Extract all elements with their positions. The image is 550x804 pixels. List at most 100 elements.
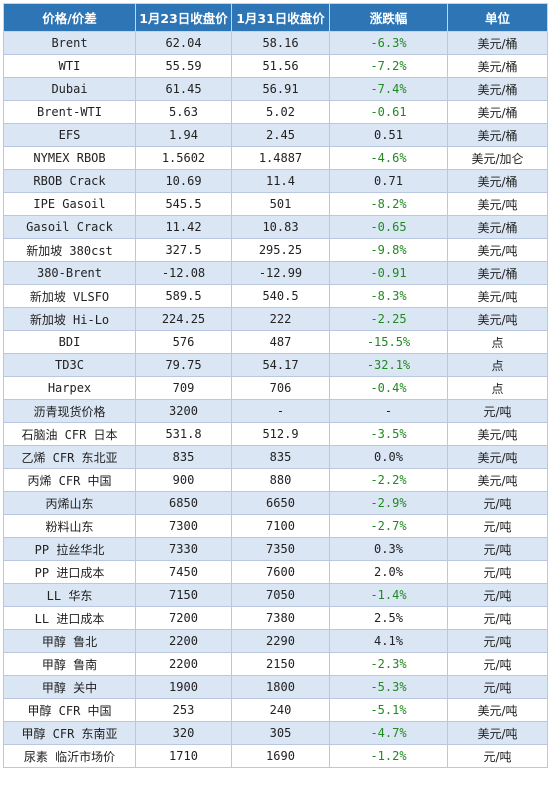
cell-change: -6.3%: [329, 31, 448, 55]
cell-change: -9.8%: [329, 238, 448, 262]
cell-price-jan23: 545.5: [135, 192, 232, 216]
cell-change: -7.2%: [329, 54, 448, 78]
cell-price-jan31: 58.16: [231, 31, 330, 55]
cell-change: -4.7%: [329, 721, 448, 745]
cell-unit: 美元/吨: [447, 192, 548, 216]
cell-price-jan31: 11.4: [231, 169, 330, 193]
cell-unit: 元/吨: [447, 652, 548, 676]
table-row: 甲醇 鲁南 2200 2150 -2.3% 元/吨: [3, 652, 548, 676]
cell-unit: 元/吨: [447, 399, 548, 423]
cell-price-jan31: 295.25: [231, 238, 330, 262]
cell-price-jan23: 10.69: [135, 169, 232, 193]
cell-price-jan31: 6650: [231, 491, 330, 515]
cell-price-jan23: 7200: [135, 606, 232, 630]
cell-price-jan23: 531.8: [135, 422, 232, 446]
table-row: PP 拉丝华北 7330 7350 0.3% 元/吨: [3, 537, 548, 561]
cell-price-jan31: -: [231, 399, 330, 423]
cell-price-jan31: 1690: [231, 744, 330, 768]
cell-price-jan23: 3200: [135, 399, 232, 423]
cell-price-jan31: 487: [231, 330, 330, 354]
header-row: 价格/价差 1月23日收盘价 1月31日收盘价 涨跌幅 单位: [3, 3, 548, 32]
cell-unit: 元/吨: [447, 537, 548, 561]
table-row: 乙烯 CFR 东北亚 835 835 0.0% 美元/吨: [3, 445, 548, 469]
cell-unit: 点: [447, 376, 548, 400]
table-row: LL 华东 7150 7050 -1.4% 元/吨: [3, 583, 548, 607]
cell-unit: 美元/吨: [447, 721, 548, 745]
cell-change: -2.25: [329, 307, 448, 331]
table-row: WTI 55.59 51.56 -7.2% 美元/桶: [3, 54, 548, 78]
cell-name: WTI: [3, 54, 136, 78]
cell-unit: 元/吨: [447, 491, 548, 515]
cell-unit: 美元/桶: [447, 169, 548, 193]
cell-change: -2.3%: [329, 652, 448, 676]
cell-name: 新加坡 380cst: [3, 238, 136, 262]
cell-price-jan23: 835: [135, 445, 232, 469]
cell-price-jan31: -12.99: [231, 261, 330, 285]
cell-change: 4.1%: [329, 629, 448, 653]
cell-price-jan31: 7100: [231, 514, 330, 538]
table-row: Brent 62.04 58.16 -6.3% 美元/桶: [3, 31, 548, 55]
cell-price-jan31: 2.45: [231, 123, 330, 147]
cell-price-jan23: 79.75: [135, 353, 232, 377]
cell-change: 2.0%: [329, 560, 448, 584]
cell-price-jan23: 253: [135, 698, 232, 722]
cell-change: -8.2%: [329, 192, 448, 216]
cell-price-jan31: 240: [231, 698, 330, 722]
cell-change: -5.1%: [329, 698, 448, 722]
cell-name: Dubai: [3, 77, 136, 101]
header-unit: 单位: [447, 3, 548, 32]
cell-name: 甲醇 鲁北: [3, 629, 136, 653]
table-row: 甲醇 鲁北 2200 2290 4.1% 元/吨: [3, 629, 548, 653]
cell-change: 0.51: [329, 123, 448, 147]
cell-price-jan31: 2290: [231, 629, 330, 653]
cell-change: -0.65: [329, 215, 448, 239]
cell-price-jan23: 7330: [135, 537, 232, 561]
table-row: RBOB Crack 10.69 11.4 0.71 美元/桶: [3, 169, 548, 193]
cell-price-jan23: 1710: [135, 744, 232, 768]
table-row: TD3C 79.75 54.17 -32.1% 点: [3, 353, 548, 377]
cell-name: IPE Gasoil: [3, 192, 136, 216]
cell-name: 乙烯 CFR 东北亚: [3, 445, 136, 469]
cell-unit: 美元/桶: [447, 54, 548, 78]
cell-change: -4.6%: [329, 146, 448, 170]
table-row: 石脑油 CFR 日本 531.8 512.9 -3.5% 美元/吨: [3, 422, 548, 446]
cell-price-jan23: 7450: [135, 560, 232, 584]
table-row: PP 进口成本 7450 7600 2.0% 元/吨: [3, 560, 548, 584]
table-row: 甲醇 关中 1900 1800 -5.3% 元/吨: [3, 675, 548, 699]
cell-price-jan31: 1.4887: [231, 146, 330, 170]
cell-name: LL 进口成本: [3, 606, 136, 630]
cell-unit: 元/吨: [447, 583, 548, 607]
cell-price-jan23: 320: [135, 721, 232, 745]
cell-name: 380-Brent: [3, 261, 136, 285]
cell-unit: 元/吨: [447, 675, 548, 699]
cell-name: Harpex: [3, 376, 136, 400]
cell-price-jan23: 61.45: [135, 77, 232, 101]
cell-unit: 美元/桶: [447, 77, 548, 101]
header-change: 涨跌幅: [329, 3, 448, 32]
cell-price-jan31: 5.02: [231, 100, 330, 124]
table-row: Harpex 709 706 -0.4% 点: [3, 376, 548, 400]
cell-unit: 美元/吨: [447, 307, 548, 331]
cell-name: 新加坡 Hi-Lo: [3, 307, 136, 331]
cell-price-jan23: 6850: [135, 491, 232, 515]
cell-unit: 元/吨: [447, 629, 548, 653]
cell-unit: 元/吨: [447, 744, 548, 768]
table-row: 丙烯 CFR 中国 900 880 -2.2% 美元/吨: [3, 468, 548, 492]
cell-unit: 美元/吨: [447, 468, 548, 492]
cell-unit: 美元/桶: [447, 31, 548, 55]
table-row: 粉料山东 7300 7100 -2.7% 元/吨: [3, 514, 548, 538]
cell-name: Brent: [3, 31, 136, 55]
cell-price-jan31: 2150: [231, 652, 330, 676]
table-row: EFS 1.94 2.45 0.51 美元/桶: [3, 123, 548, 147]
cell-change: 2.5%: [329, 606, 448, 630]
cell-name: PP 进口成本: [3, 560, 136, 584]
cell-name: 甲醇 关中: [3, 675, 136, 699]
table-body: Brent 62.04 58.16 -6.3% 美元/桶 WTI 55.59 51.56 -7.…: [3, 31, 548, 768]
cell-change: 0.71: [329, 169, 448, 193]
cell-unit: 元/吨: [447, 514, 548, 538]
cell-price-jan31: 7050: [231, 583, 330, 607]
cell-change: -32.1%: [329, 353, 448, 377]
table-row: Dubai 61.45 56.91 -7.4% 美元/桶: [3, 77, 548, 101]
table-row: NYMEX RBOB 1.5602 1.4887 -4.6% 美元/加仑: [3, 146, 548, 170]
table-row: Brent-WTI 5.63 5.02 -0.61 美元/桶: [3, 100, 548, 124]
